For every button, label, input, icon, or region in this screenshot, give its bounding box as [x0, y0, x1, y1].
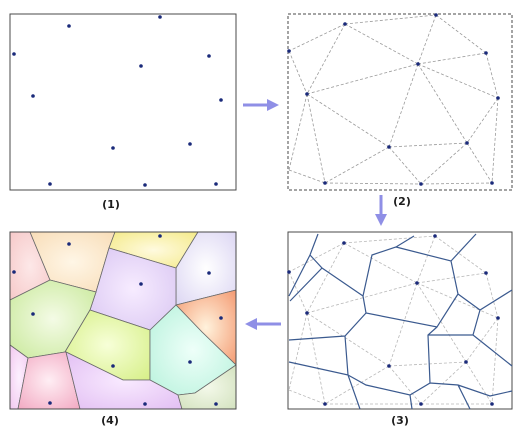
point: [139, 64, 143, 68]
point: [188, 142, 192, 146]
point: [48, 182, 52, 186]
panel-4-voronoi-diagram: (4): [9, 231, 237, 427]
point: [464, 360, 468, 364]
point: [219, 98, 223, 102]
panel-3-voronoi-edges: [288, 233, 513, 410]
arrow-down: [375, 195, 387, 226]
point: [416, 62, 420, 66]
point: [387, 364, 391, 368]
point: [419, 402, 423, 406]
point: [67, 242, 71, 246]
point: [484, 51, 488, 55]
point: [188, 360, 192, 364]
point: [323, 181, 327, 185]
point: [287, 49, 291, 53]
point: [111, 146, 115, 150]
panel-4-frame: [9, 231, 237, 410]
point: [207, 54, 211, 58]
panel-2-frame: [287, 13, 513, 191]
panel-2-caption: (2): [393, 195, 411, 208]
point: [496, 316, 500, 320]
panel-1-points: (1): [9, 13, 237, 211]
point: [415, 281, 419, 285]
arrow-left: [245, 318, 281, 330]
panel-4-cells: [9, 231, 237, 410]
point: [31, 94, 35, 98]
panel-1-point-set: [12, 15, 223, 187]
point: [496, 96, 500, 100]
point: [305, 311, 309, 315]
point: [12, 270, 16, 274]
point: [387, 145, 391, 149]
point: [139, 282, 143, 286]
point: [419, 182, 423, 186]
panel-4-caption: (4): [101, 414, 119, 427]
point: [219, 316, 223, 320]
point: [214, 402, 218, 406]
panel-2-triangulation: (2): [287, 13, 513, 208]
panel-3-delaunay-edges: [288, 235, 499, 405]
point: [67, 24, 71, 28]
point: [484, 271, 488, 275]
panel-1-caption: (1): [102, 198, 120, 211]
point: [48, 401, 52, 405]
point: [490, 402, 494, 406]
panel-4-point-set: [12, 234, 223, 406]
point: [305, 92, 309, 96]
point: [31, 312, 35, 316]
point: [111, 364, 115, 368]
panel-2-delaunay-edges: [288, 14, 499, 185]
panel-3-voronoi-construction: (3): [287, 231, 513, 427]
point: [490, 181, 494, 185]
point: [158, 234, 162, 238]
point: [12, 52, 16, 56]
point: [143, 183, 147, 187]
point: [287, 270, 291, 274]
arrow-right: [243, 99, 279, 111]
point: [214, 182, 218, 186]
point: [207, 271, 211, 275]
panel-2-point-set: [287, 13, 500, 186]
point: [433, 234, 437, 238]
point: [342, 241, 346, 245]
point: [465, 141, 469, 145]
panel-3-frame: [287, 231, 513, 410]
point: [343, 22, 347, 26]
point: [143, 402, 147, 406]
panel-3-caption: (3): [391, 414, 409, 427]
panel-3-point-set: [287, 234, 500, 406]
point: [323, 402, 327, 406]
point: [434, 13, 438, 17]
panel-1-frame: [9, 13, 237, 191]
point: [158, 15, 162, 19]
